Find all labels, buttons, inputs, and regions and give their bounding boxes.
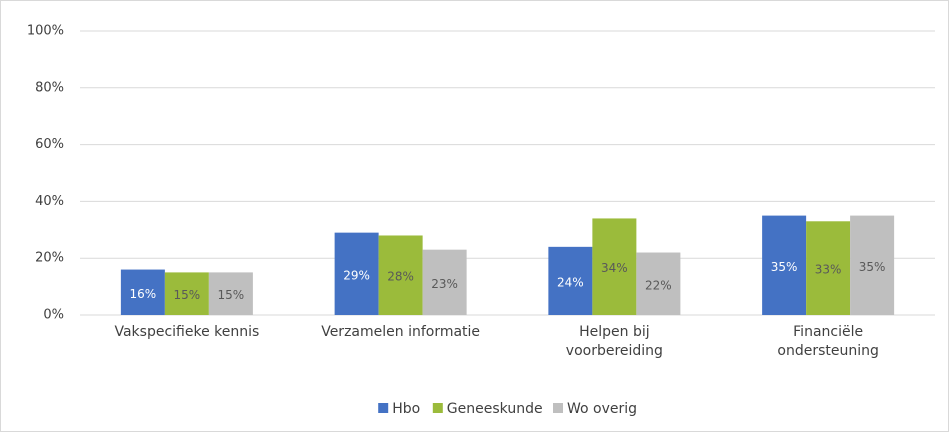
legend-label: Wo overig: [567, 401, 637, 417]
bar: [164, 272, 209, 315]
y-tick-label: 60%: [35, 137, 64, 152]
bar: [636, 252, 681, 315]
bar: [592, 218, 637, 315]
data-label: 15%: [174, 288, 201, 302]
legend-swatch: [553, 403, 563, 413]
y-tick-label: 20%: [35, 251, 64, 266]
data-label: 33%: [815, 263, 842, 277]
y-tick-label: 0%: [43, 308, 64, 323]
bar: [762, 215, 807, 315]
x-tick-label-box: Helpen bij voorbereiding: [565, 324, 663, 359]
data-label: 28%: [387, 270, 414, 284]
legend-swatch: [378, 403, 389, 413]
data-label: 22%: [645, 278, 672, 292]
data-label: 35%: [771, 260, 798, 274]
legend-label: Hbo: [392, 401, 420, 417]
data-label: 24%: [557, 275, 584, 289]
bar: [422, 249, 467, 315]
y-tick-label: 40%: [35, 194, 64, 209]
x-tick-label-box: Financiële ondersteuning: [777, 324, 879, 359]
bar: [208, 272, 253, 315]
x-tick-label: Financiële ondersteuning: [777, 324, 879, 359]
data-label: 16%: [130, 287, 157, 301]
legend-label: Geneeskunde: [447, 401, 543, 417]
x-tick-label-box: Verzamelen informatie: [321, 324, 481, 340]
x-tick-label-box: Vakspecifieke kennis: [114, 324, 260, 340]
bar: [806, 221, 851, 315]
bar: [850, 215, 895, 315]
bar: [378, 235, 423, 315]
x-tick-label: Vakspecifieke kennis: [114, 324, 260, 340]
data-label: 15%: [218, 288, 245, 302]
data-label: 34%: [601, 261, 628, 275]
bar: [120, 269, 165, 315]
x-tick-label: Verzamelen informatie: [321, 324, 481, 340]
bar: [548, 246, 593, 315]
data-label: 29%: [343, 268, 370, 282]
y-tick-label: 80%: [35, 80, 64, 95]
data-label: 23%: [431, 277, 458, 291]
legend-swatch: [432, 403, 443, 413]
y-tick-label: 100%: [27, 24, 64, 39]
x-tick-label: Helpen bij voorbereiding: [565, 324, 663, 359]
data-label: 35%: [859, 260, 886, 274]
bar: [334, 232, 379, 315]
